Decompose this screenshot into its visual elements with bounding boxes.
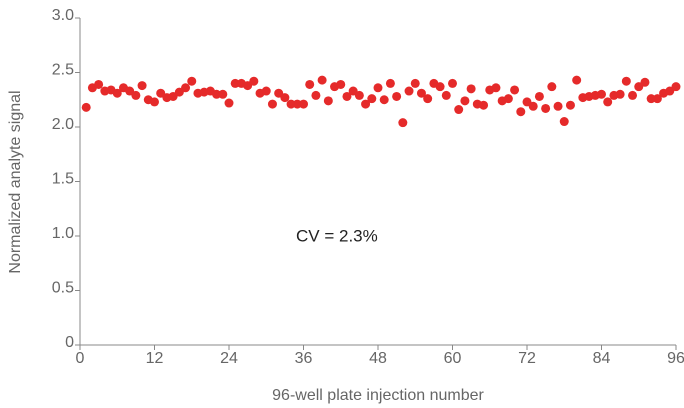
data-point bbox=[230, 78, 240, 88]
data-point bbox=[137, 81, 147, 91]
y-tick-label: 1.0 bbox=[52, 225, 74, 242]
data-point bbox=[404, 86, 414, 96]
data-point bbox=[267, 99, 277, 109]
data-point bbox=[299, 99, 308, 109]
data-point bbox=[534, 91, 544, 101]
data-point bbox=[286, 99, 296, 109]
data-point bbox=[379, 95, 389, 105]
data-point bbox=[392, 91, 402, 101]
data-point bbox=[398, 118, 408, 128]
data-point bbox=[441, 90, 451, 100]
x-tick-label: 36 bbox=[295, 350, 313, 367]
x-tick-label: 72 bbox=[518, 350, 536, 367]
data-point bbox=[261, 86, 271, 96]
x-tick-label: 0 bbox=[76, 350, 85, 367]
data-point bbox=[479, 100, 489, 110]
data-point bbox=[640, 77, 650, 87]
y-tick-label: 3.0 bbox=[52, 7, 74, 24]
data-point bbox=[454, 105, 464, 115]
x-tick-label: 84 bbox=[593, 350, 611, 367]
data-point bbox=[212, 89, 222, 99]
data-point bbox=[317, 75, 327, 85]
data-point bbox=[621, 76, 631, 86]
data-point bbox=[323, 96, 333, 106]
y-tick-label: 2.0 bbox=[52, 116, 74, 133]
data-point bbox=[565, 100, 575, 110]
data-point bbox=[466, 84, 476, 94]
data-point bbox=[367, 94, 377, 104]
data-point bbox=[435, 82, 445, 92]
data-point bbox=[559, 117, 569, 127]
data-point bbox=[416, 88, 426, 98]
data-point bbox=[336, 79, 346, 89]
data-point bbox=[603, 97, 613, 107]
data-point bbox=[491, 83, 501, 93]
data-point bbox=[354, 90, 364, 100]
data-point bbox=[292, 99, 302, 109]
data-point bbox=[671, 82, 681, 92]
y-tick-label: 0.5 bbox=[52, 280, 74, 297]
y-tick-label: 0 bbox=[65, 334, 74, 351]
data-point bbox=[652, 94, 662, 104]
data-point bbox=[342, 91, 352, 101]
data-point bbox=[510, 85, 520, 95]
data-point bbox=[94, 79, 104, 89]
x-tick-label: 24 bbox=[220, 350, 238, 367]
data-point bbox=[410, 78, 420, 88]
x-tick-label: 96 bbox=[667, 350, 684, 367]
y-tick-label: 2.5 bbox=[52, 62, 74, 79]
data-point bbox=[187, 76, 197, 86]
data-point bbox=[131, 90, 141, 100]
data-point bbox=[249, 76, 259, 86]
data-point bbox=[423, 94, 433, 104]
data-point bbox=[311, 90, 321, 100]
data-point bbox=[361, 99, 371, 109]
y-axis-label: Normalized analyte signal bbox=[7, 90, 24, 273]
data-point bbox=[150, 97, 159, 107]
data-point bbox=[615, 89, 625, 99]
data-point bbox=[373, 83, 383, 93]
x-axis-label: 96-well plate injection number bbox=[272, 387, 484, 404]
data-point bbox=[112, 88, 122, 98]
data-point bbox=[572, 75, 582, 85]
data-point bbox=[460, 96, 470, 106]
data-point bbox=[597, 89, 606, 99]
data-point bbox=[305, 79, 315, 89]
data-point bbox=[528, 101, 538, 111]
y-tick-label: 1.5 bbox=[52, 171, 74, 188]
data-point bbox=[628, 90, 638, 100]
x-tick-label: 48 bbox=[369, 350, 387, 367]
data-point bbox=[181, 83, 191, 93]
annotation: CV = 2.3% bbox=[296, 226, 378, 245]
x-tick-label: 12 bbox=[146, 350, 164, 367]
data-point bbox=[503, 94, 513, 104]
data-point bbox=[448, 78, 457, 88]
data-point bbox=[541, 103, 551, 113]
data-point bbox=[81, 102, 91, 112]
data-point bbox=[280, 93, 290, 103]
data-point bbox=[218, 89, 228, 99]
data-point bbox=[224, 98, 234, 108]
data-point bbox=[553, 101, 563, 111]
data-point bbox=[385, 78, 395, 88]
data-point bbox=[516, 107, 526, 117]
data-point bbox=[547, 82, 557, 92]
x-tick-label: 60 bbox=[444, 350, 462, 367]
data-point bbox=[646, 94, 656, 104]
